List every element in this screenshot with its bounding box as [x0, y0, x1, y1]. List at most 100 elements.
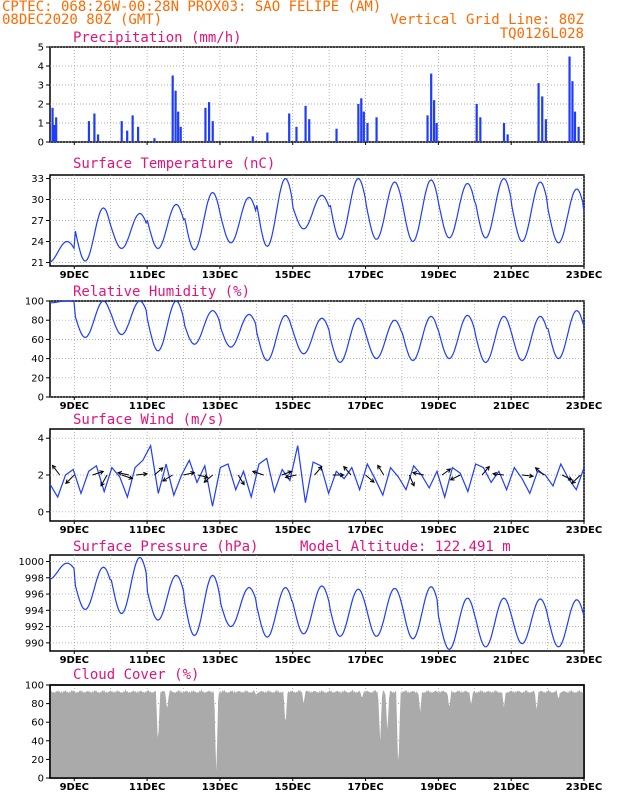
wind-vector-arrowhead [143, 471, 149, 477]
wind-vector-arrow [52, 465, 61, 476]
x-tick-label: 15DEC [275, 401, 311, 412]
y-tick-label: 2 [38, 471, 44, 482]
precip-bar [295, 126, 298, 142]
y-tick-label: 20 [31, 755, 44, 766]
precip-bar [357, 104, 360, 142]
wind-vector-arrow [365, 474, 375, 483]
wind-vector-arrow [197, 474, 208, 478]
rh-series-line [49, 300, 585, 364]
wind-vector-arrow [561, 474, 572, 481]
panel-rh: 0 20 40 60 80 100 9DEC 11DEC 13DEC 15DEC 17DEC 19DE… [25, 284, 602, 412]
precip-bar [506, 134, 509, 142]
wind-vector-arrowhead [158, 467, 164, 472]
y-tick-label: 80 [31, 316, 44, 327]
precip-bar [308, 119, 311, 142]
wind-vector-arrowhead [240, 480, 245, 486]
precip-bar [573, 111, 577, 142]
x-tick-label: 21DEC [493, 401, 529, 412]
y-tick-label: 998 [25, 573, 44, 584]
wind-vector-arrowhead [411, 471, 417, 476]
wind-vector-arrow [285, 474, 297, 478]
x-tick-label: 21DEC [493, 655, 529, 666]
panel-pres: 990 992 994 996 998 1000 9DEC 11DEC 13DEC 15DEC 17… [19, 539, 603, 666]
x-tick-label: 17DEC [347, 270, 383, 281]
wind-vector-arrowhead [446, 468, 452, 473]
wind-vector-arrow [281, 470, 292, 476]
header-run-date: 08DEC2020 80Z (GMT) [2, 12, 162, 28]
wind-vector-arrow [117, 472, 130, 476]
x-tick-label: 9DEC [60, 782, 89, 793]
x-tick-label: 21DEC [493, 525, 529, 536]
precip-bar [335, 128, 338, 142]
wind-vector-arrow [343, 466, 352, 476]
wind-vector-arrow [154, 467, 164, 476]
wind-vector-arrowhead [529, 473, 534, 479]
precip-bar [568, 56, 571, 142]
precip-bar [366, 123, 369, 142]
x-tick-label: 11DEC [129, 270, 165, 281]
x-tick-label: 19DEC [420, 782, 456, 793]
x-tick-label: 19DEC [420, 655, 456, 666]
wind-vector-arrow [92, 470, 104, 476]
precip-bar [207, 102, 211, 142]
temp-series-line [49, 177, 585, 263]
x-tick-label: 11DEC [129, 401, 165, 412]
precip-bar [375, 117, 378, 142]
precip-bar [251, 136, 254, 142]
x-tick-label: 23DEC [566, 655, 602, 666]
y-tick-label: 1000 [19, 557, 44, 568]
x-tick-label: 13DEC [202, 655, 238, 666]
precip-bar [120, 121, 123, 142]
precip-bar [171, 75, 174, 142]
wind-vector-arrowhead [485, 465, 490, 471]
panel-subtitle: Model Altitude: 122.491 m [300, 539, 511, 555]
wind-vector-arrow [450, 474, 461, 481]
y-tick-label: 4 [38, 62, 44, 73]
wind-vector-arrow [162, 474, 173, 482]
x-tick-label: 11DEC [129, 525, 165, 536]
precip-bar [577, 126, 580, 142]
pres-series-line [49, 556, 585, 651]
header-model-id: TQ0126L028 [500, 26, 584, 42]
wind-vector-arrowhead [449, 476, 455, 481]
precip-bar [544, 119, 547, 142]
y-tick-label: 1 [38, 119, 44, 130]
y-tick-label: 60 [31, 718, 44, 729]
precip-bar [174, 90, 177, 142]
y-tick-label: 100 [25, 681, 44, 692]
wind-vector-arrowhead [534, 467, 540, 472]
x-tick-label: 15DEC [275, 655, 311, 666]
x-tick-label: 19DEC [420, 270, 456, 281]
x-tick-label: 9DEC [60, 655, 89, 666]
y-tick-label: 990 [25, 638, 44, 649]
x-tick-label: 23DEC [566, 401, 602, 412]
y-tick-label: 100 [25, 297, 44, 308]
wind-vector-arrow [522, 474, 533, 477]
x-tick-label: 21DEC [493, 270, 529, 281]
precip-bar [93, 113, 96, 142]
y-tick-label: 30 [31, 195, 44, 206]
wind-vector-arrow [136, 473, 148, 476]
wind-vector-arrowhead [99, 470, 105, 475]
precip-bar [211, 121, 214, 142]
precip-bar [426, 115, 429, 142]
wind-vector-arrow [203, 474, 213, 483]
y-tick-label: 3 [38, 81, 44, 92]
precip-bar [266, 132, 269, 142]
wind-vector-arrowhead [343, 465, 348, 471]
panel-title: Precipitation (mm/h) [73, 30, 242, 46]
wind-vector-arrowhead [317, 465, 323, 471]
wind-vector-arrowhead [190, 471, 196, 476]
y-tick-label: 40 [31, 354, 44, 365]
precip-bar [288, 113, 291, 142]
panel-wind: 0 2 4 9DEC 11DEC 13DEC 15DEC 17DEC 19DEC 21DEC 23D… [38, 412, 603, 536]
x-tick-label: 11DEC [129, 655, 165, 666]
y-tick-label: 2 [38, 100, 44, 111]
x-tick-label: 9DEC [60, 525, 89, 536]
y-tick-label: 24 [31, 237, 44, 248]
wind-vector-arrow [535, 467, 545, 476]
panel-precip: 0 1 2 3 4 5 Precipitation (mm/h) [38, 30, 585, 149]
panel-title: Cloud Cover (%) [73, 667, 199, 683]
